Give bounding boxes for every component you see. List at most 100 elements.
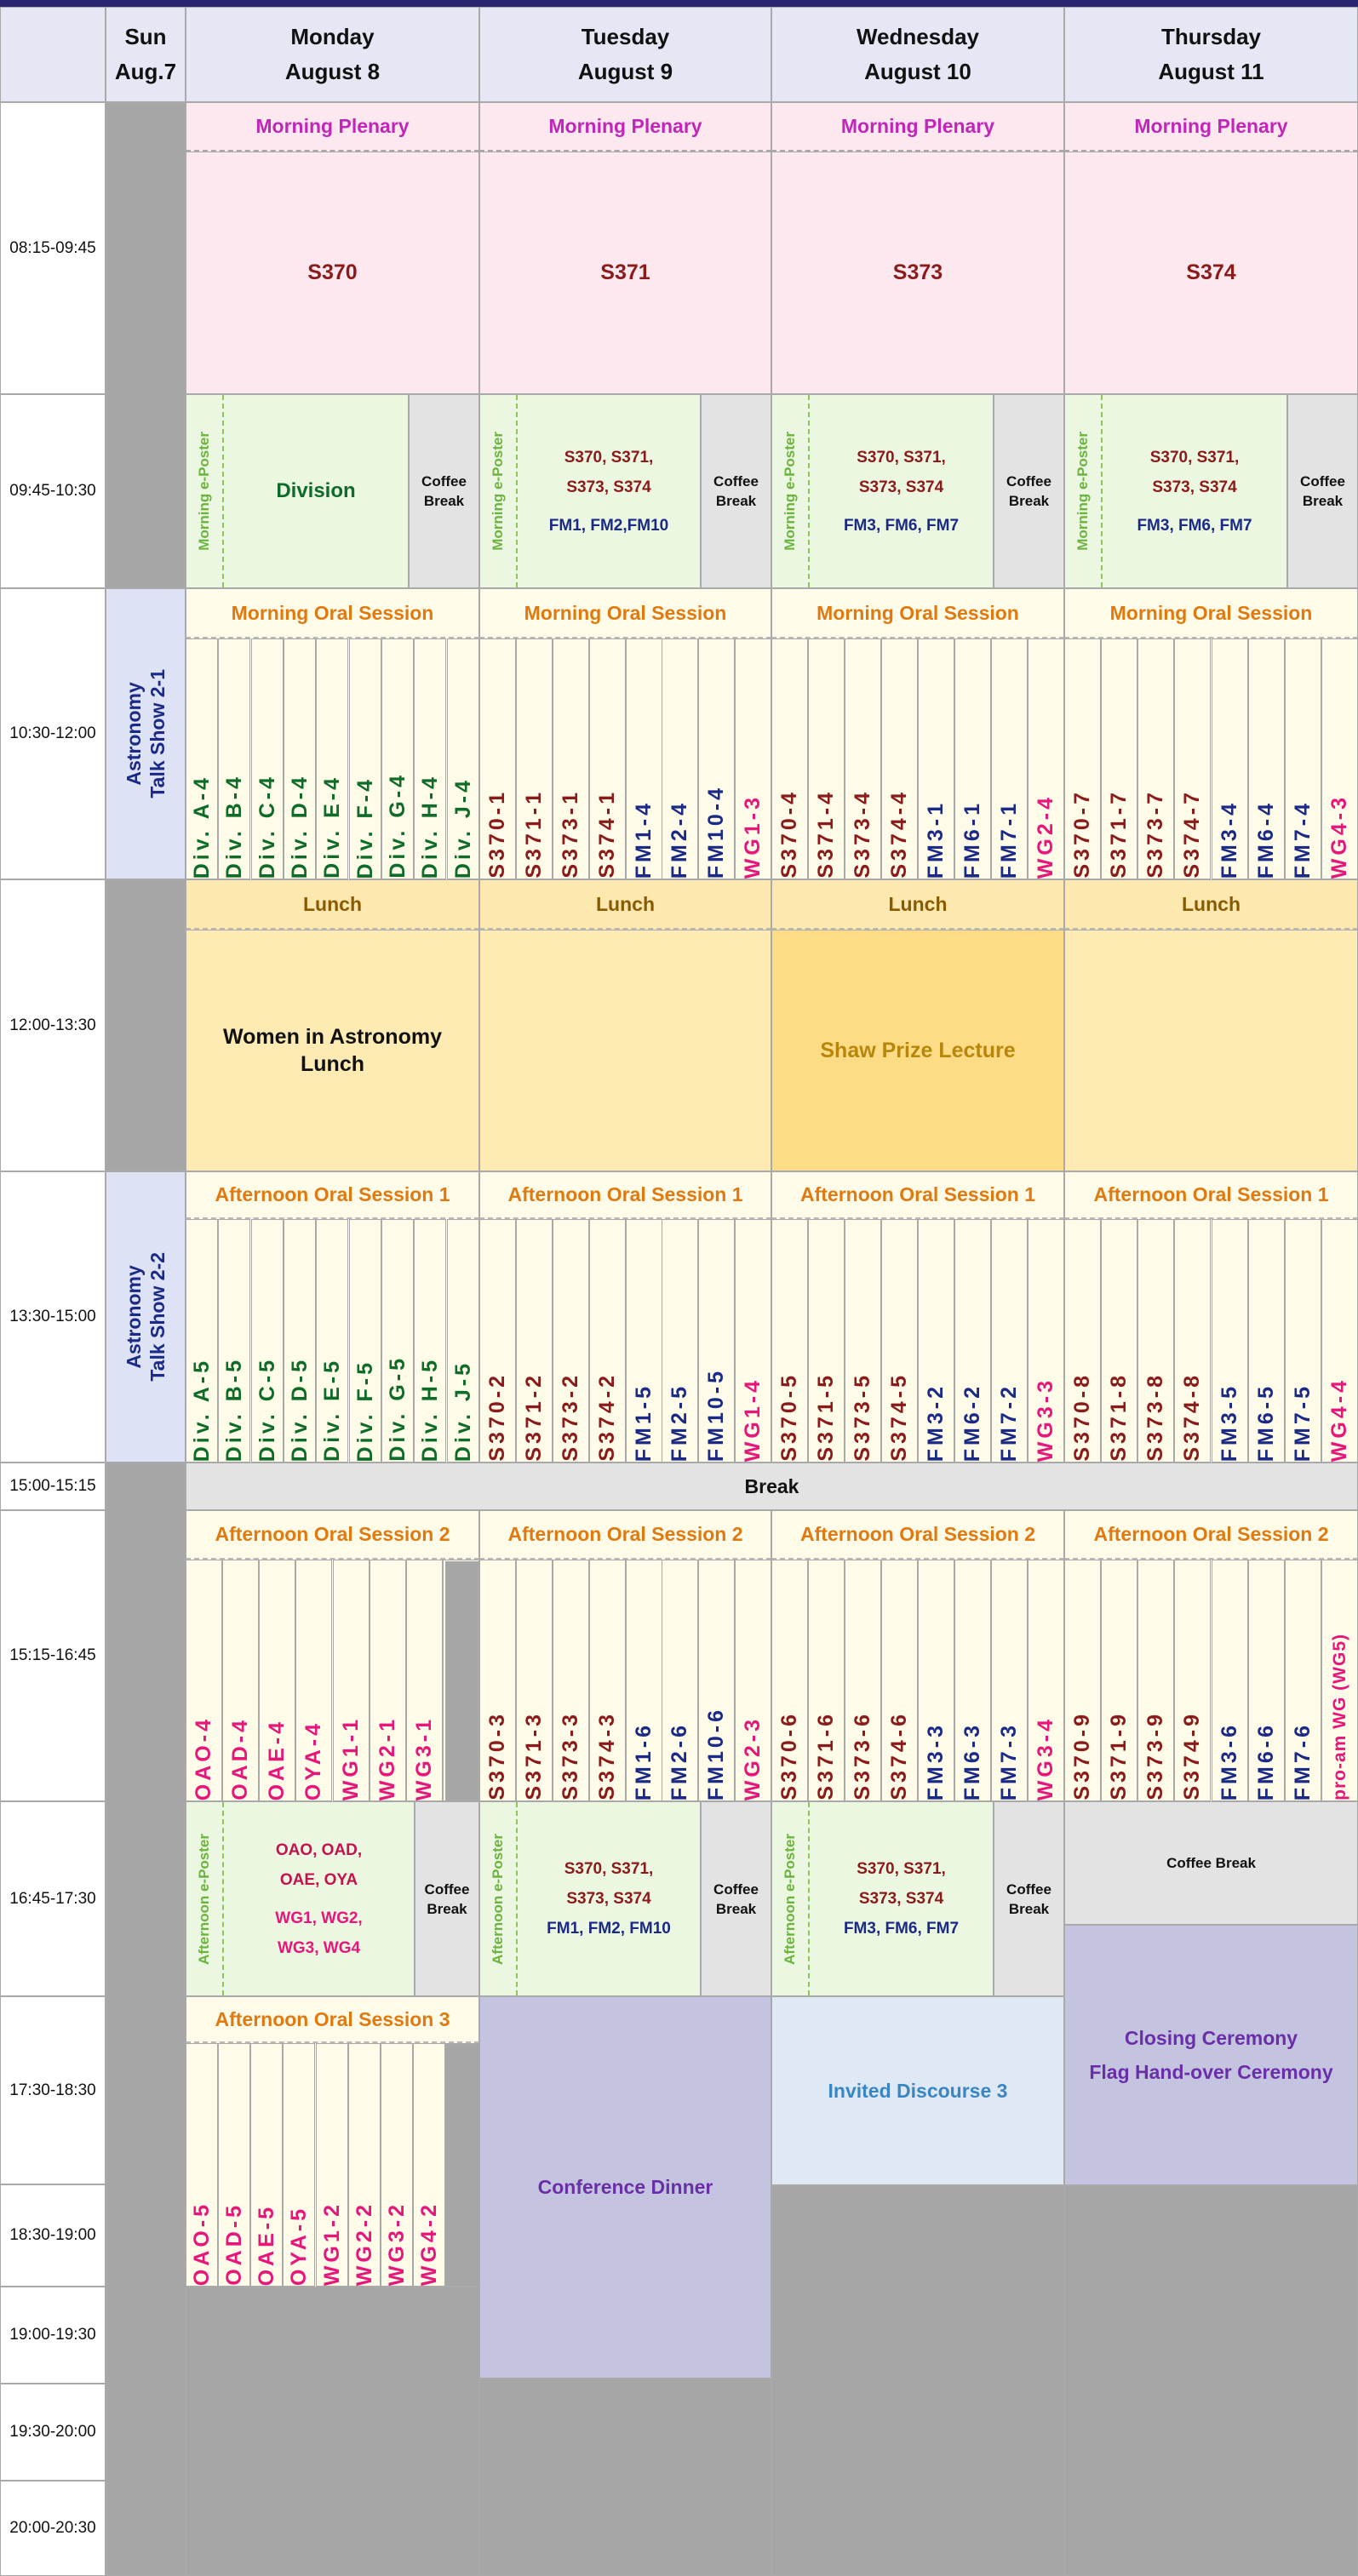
plenary-symposium[interactable]: S374 [1064,152,1358,394]
talk-slot[interactable]: Div. D-5 [284,1219,316,1463]
talk-slot[interactable]: Div. E-4 [316,638,348,879]
talk-slot[interactable]: WG3-2 [381,2043,413,2287]
talk-slot[interactable]: FM2-5 [662,1219,698,1463]
talk-slot[interactable]: WG3-4 [1028,1560,1064,1801]
talk-slot[interactable]: S373-3 [553,1560,589,1801]
conference-dinner[interactable]: Conference Dinner [479,1996,771,2379]
talk-slot[interactable]: WG2-4 [1028,638,1064,879]
talk-slot[interactable]: S373-6 [845,1560,881,1801]
talk-slot[interactable]: S374-2 [589,1219,626,1463]
talk-slot[interactable]: FM3-3 [918,1560,954,1801]
talk-slot[interactable]: WG1-4 [735,1219,771,1463]
closing-ceremony[interactable]: Closing Ceremony Flag Hand-over Ceremony [1064,1925,1358,2185]
talk-slot[interactable]: WG1-1 [333,1560,370,1801]
talk-slot[interactable]: Div. E-5 [316,1219,348,1463]
talk-slot[interactable]: S370-9 [1064,1560,1101,1801]
e-poster-block-wednesday[interactable]: Afternoon e-Poster S370, S371, S373, S374… [771,1801,994,1996]
talk-slot[interactable]: S374-8 [1174,1219,1211,1463]
talk-slot[interactable]: S371-8 [1101,1219,1137,1463]
talk-slot[interactable]: FM7-4 [1285,638,1321,879]
talk-slot[interactable]: S373-4 [845,638,881,879]
talk-slot[interactable]: S373-9 [1137,1560,1174,1801]
talk-slot[interactable]: Div. H-4 [414,638,446,879]
talk-slot[interactable]: WG1-2 [316,2043,348,2287]
talk-slot[interactable]: S374-7 [1174,638,1211,879]
talk-slot[interactable]: S371-6 [808,1560,845,1801]
talk-slot[interactable]: S371-4 [808,638,845,879]
talk-show-second[interactable]: Astronomy Talk Show 2-2 [106,1171,186,1463]
talk-slot[interactable]: Div. C-4 [251,638,284,879]
talk-slot[interactable]: FM2-6 [662,1560,698,1801]
talk-slot[interactable]: S374-6 [881,1560,918,1801]
talk-slot[interactable]: S371-1 [516,638,553,879]
talk-slot[interactable]: S370-1 [479,638,516,879]
talk-slot[interactable]: FM1-5 [626,1219,662,1463]
talk-show-first[interactable]: Astronomy Talk Show 2-1 [106,588,186,879]
talk-slot[interactable]: FM1-4 [626,638,662,879]
talk-slot[interactable]: OYA-4 [295,1560,332,1801]
talk-slot[interactable]: Div. D-4 [284,638,316,879]
talk-slot[interactable]: FM6-1 [954,638,991,879]
plenary-symposium[interactable]: S373 [771,152,1064,394]
talk-slot[interactable]: OAD-5 [218,2043,250,2287]
talk-slot[interactable]: Div. G-4 [381,638,414,879]
talk-slot[interactable]: WG1-3 [735,638,771,879]
talk-slot[interactable]: OYA-5 [283,2043,315,2287]
talk-slot[interactable]: OAO-4 [186,1560,222,1801]
talk-slot[interactable]: S373-7 [1137,638,1174,879]
talk-slot[interactable]: S370-5 [771,1219,808,1463]
talk-slot[interactable]: S370-3 [479,1560,516,1801]
talk-slot[interactable]: pro-am WG (WG5) [1321,1560,1358,1801]
talk-slot[interactable]: Div. J-5 [447,1219,479,1463]
talk-slot[interactable]: S373-2 [553,1219,589,1463]
talk-slot[interactable]: S371-3 [516,1560,553,1801]
talk-slot[interactable]: FM6-3 [954,1560,991,1801]
talk-slot[interactable]: FM7-3 [991,1560,1028,1801]
talk-slot[interactable]: FM10-6 [698,1560,735,1801]
plenary-symposium[interactable]: S371 [479,152,771,394]
talk-slot[interactable]: FM3-4 [1212,638,1248,879]
talk-slot[interactable]: S370-2 [479,1219,516,1463]
women-in-astronomy-lunch[interactable]: Women in Astronomy Lunch [186,930,479,1171]
talk-slot[interactable]: FM7-6 [1285,1560,1321,1801]
talk-slot[interactable]: S371-9 [1101,1560,1137,1801]
talk-slot[interactable]: FM3-2 [918,1219,954,1463]
talk-slot[interactable]: S373-1 [553,638,589,879]
talk-slot[interactable]: FM3-1 [918,638,954,879]
talk-slot[interactable]: FM1-6 [626,1560,662,1801]
talk-slot[interactable]: WG4-3 [1321,638,1358,879]
talk-slot[interactable]: FM3-5 [1212,1219,1248,1463]
talk-slot[interactable]: WG2-3 [735,1560,771,1801]
talk-slot[interactable]: WG3-1 [406,1560,443,1801]
talk-slot[interactable]: S373-8 [1137,1219,1174,1463]
talk-slot[interactable]: FM6-5 [1248,1219,1285,1463]
talk-slot[interactable]: S374-3 [589,1560,626,1801]
talk-slot[interactable]: OAE-5 [250,2043,283,2287]
talk-slot[interactable]: FM6-4 [1248,638,1285,879]
talk-slot[interactable]: S371-2 [516,1219,553,1463]
talk-slot[interactable]: Div. H-5 [414,1219,446,1463]
talk-slot[interactable]: S373-5 [845,1219,881,1463]
talk-slot[interactable]: Div. A-5 [186,1219,218,1463]
talk-slot[interactable]: Div. G-5 [381,1219,414,1463]
plenary-symposium[interactable]: S370 [186,152,479,394]
talk-slot[interactable]: FM7-1 [991,638,1028,879]
talk-slot[interactable]: S370-6 [771,1560,808,1801]
talk-slot[interactable]: Div. B-5 [218,1219,250,1463]
talk-slot[interactable]: Div. A-4 [186,638,218,879]
talk-slot[interactable]: FM3-6 [1212,1560,1248,1801]
talk-slot[interactable]: S371-5 [808,1219,845,1463]
talk-slot[interactable]: OAO-5 [186,2043,218,2287]
talk-slot[interactable]: WG3-3 [1028,1219,1064,1463]
talk-slot[interactable]: WG4-2 [413,2043,445,2287]
shaw-prize-lecture[interactable]: Shaw Prize Lecture [771,930,1064,1171]
talk-slot[interactable]: S370-7 [1064,638,1101,879]
talk-slot[interactable]: S370-4 [771,638,808,879]
talk-slot[interactable]: WG4-4 [1321,1219,1358,1463]
talk-slot[interactable]: Div. F-5 [349,1219,381,1463]
invited-discourse[interactable]: Invited Discourse 3 [771,1996,1064,2185]
e-poster-block-monday[interactable]: Morning e-Poster Division [186,394,409,588]
talk-slot[interactable]: FM10-4 [698,638,735,879]
talk-slot[interactable]: FM7-5 [1285,1219,1321,1463]
talk-slot[interactable]: Div. B-4 [218,638,250,879]
